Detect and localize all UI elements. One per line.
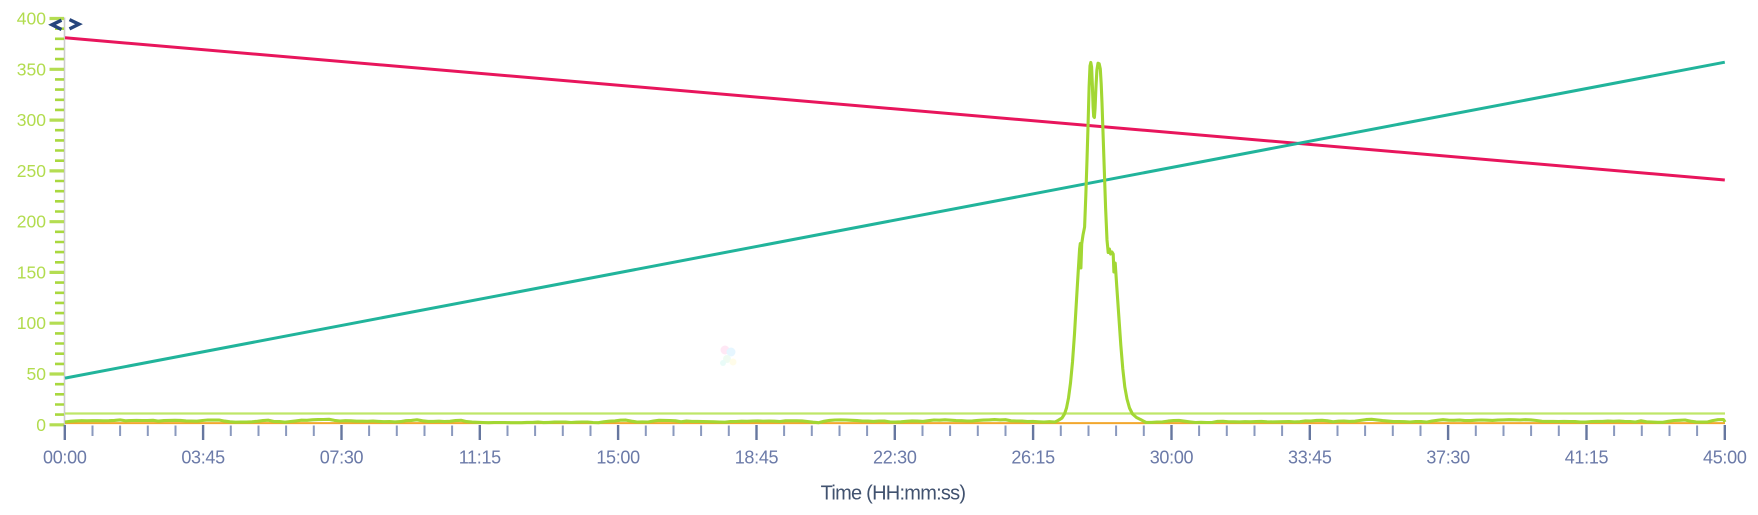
svg-text:30:00: 30:00 xyxy=(1150,448,1194,468)
svg-text:37:30: 37:30 xyxy=(1426,448,1470,468)
svg-text:45:00: 45:00 xyxy=(1703,448,1747,468)
svg-text:07:30: 07:30 xyxy=(320,448,364,468)
svg-text:03:45: 03:45 xyxy=(181,448,225,468)
svg-text:150: 150 xyxy=(17,262,46,282)
svg-text:15:00: 15:00 xyxy=(596,448,640,468)
svg-text:300: 300 xyxy=(17,110,46,130)
svg-text:100: 100 xyxy=(17,313,46,333)
svg-text:50: 50 xyxy=(27,364,47,384)
svg-text:11:15: 11:15 xyxy=(459,448,501,468)
svg-text:00:00: 00:00 xyxy=(43,448,87,468)
svg-text:200: 200 xyxy=(17,212,46,232)
svg-text:41:15: 41:15 xyxy=(1565,448,1609,468)
svg-text:18:45: 18:45 xyxy=(735,448,779,468)
svg-text:0: 0 xyxy=(36,415,46,435)
svg-text:250: 250 xyxy=(17,161,46,181)
svg-text:Time (HH:mm:ss): Time (HH:mm:ss) xyxy=(821,483,966,505)
svg-text:350: 350 xyxy=(17,59,46,79)
svg-text:22:30: 22:30 xyxy=(873,448,917,468)
svg-text:400: 400 xyxy=(17,9,46,29)
svg-text:33:45: 33:45 xyxy=(1288,448,1332,468)
svg-text:26:15: 26:15 xyxy=(1011,448,1055,468)
